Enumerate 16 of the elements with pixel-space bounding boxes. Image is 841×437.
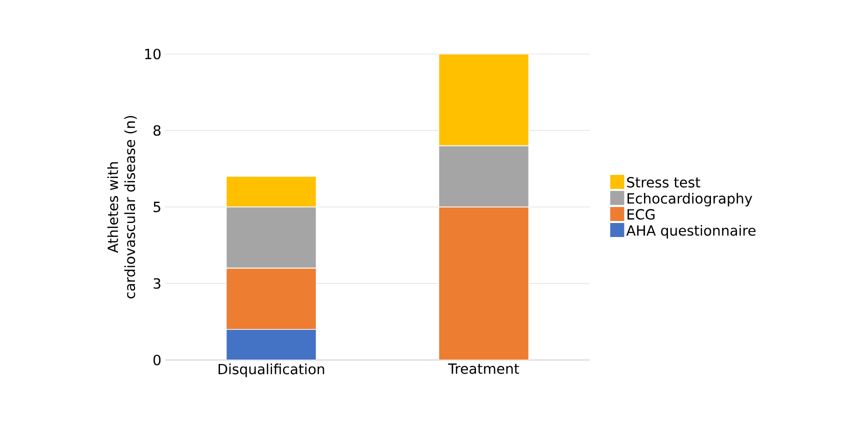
y-tick-label: 8 [154,125,161,136]
bar [438,206,530,360]
y-tick-label: 0 [153,354,161,366]
legend-label: Stress test [627,176,700,188]
bar [226,268,317,330]
y-tick-label: 10 [145,48,161,60]
bar [226,176,317,208]
legend-label: AHA questionnaire [626,224,756,238]
legend-label: Echocardiography [628,192,752,206]
x-tick-label: Disqualification [218,364,324,378]
y-tick-label: 5 [154,202,160,212]
legend-label: ECG [628,209,655,220]
bar [438,54,530,146]
y-axis-title: Athletes with cardiovascular disease (n) [107,116,137,298]
x-tick-label: Treatment [448,364,520,374]
y-tick-label: 3 [154,278,160,289]
